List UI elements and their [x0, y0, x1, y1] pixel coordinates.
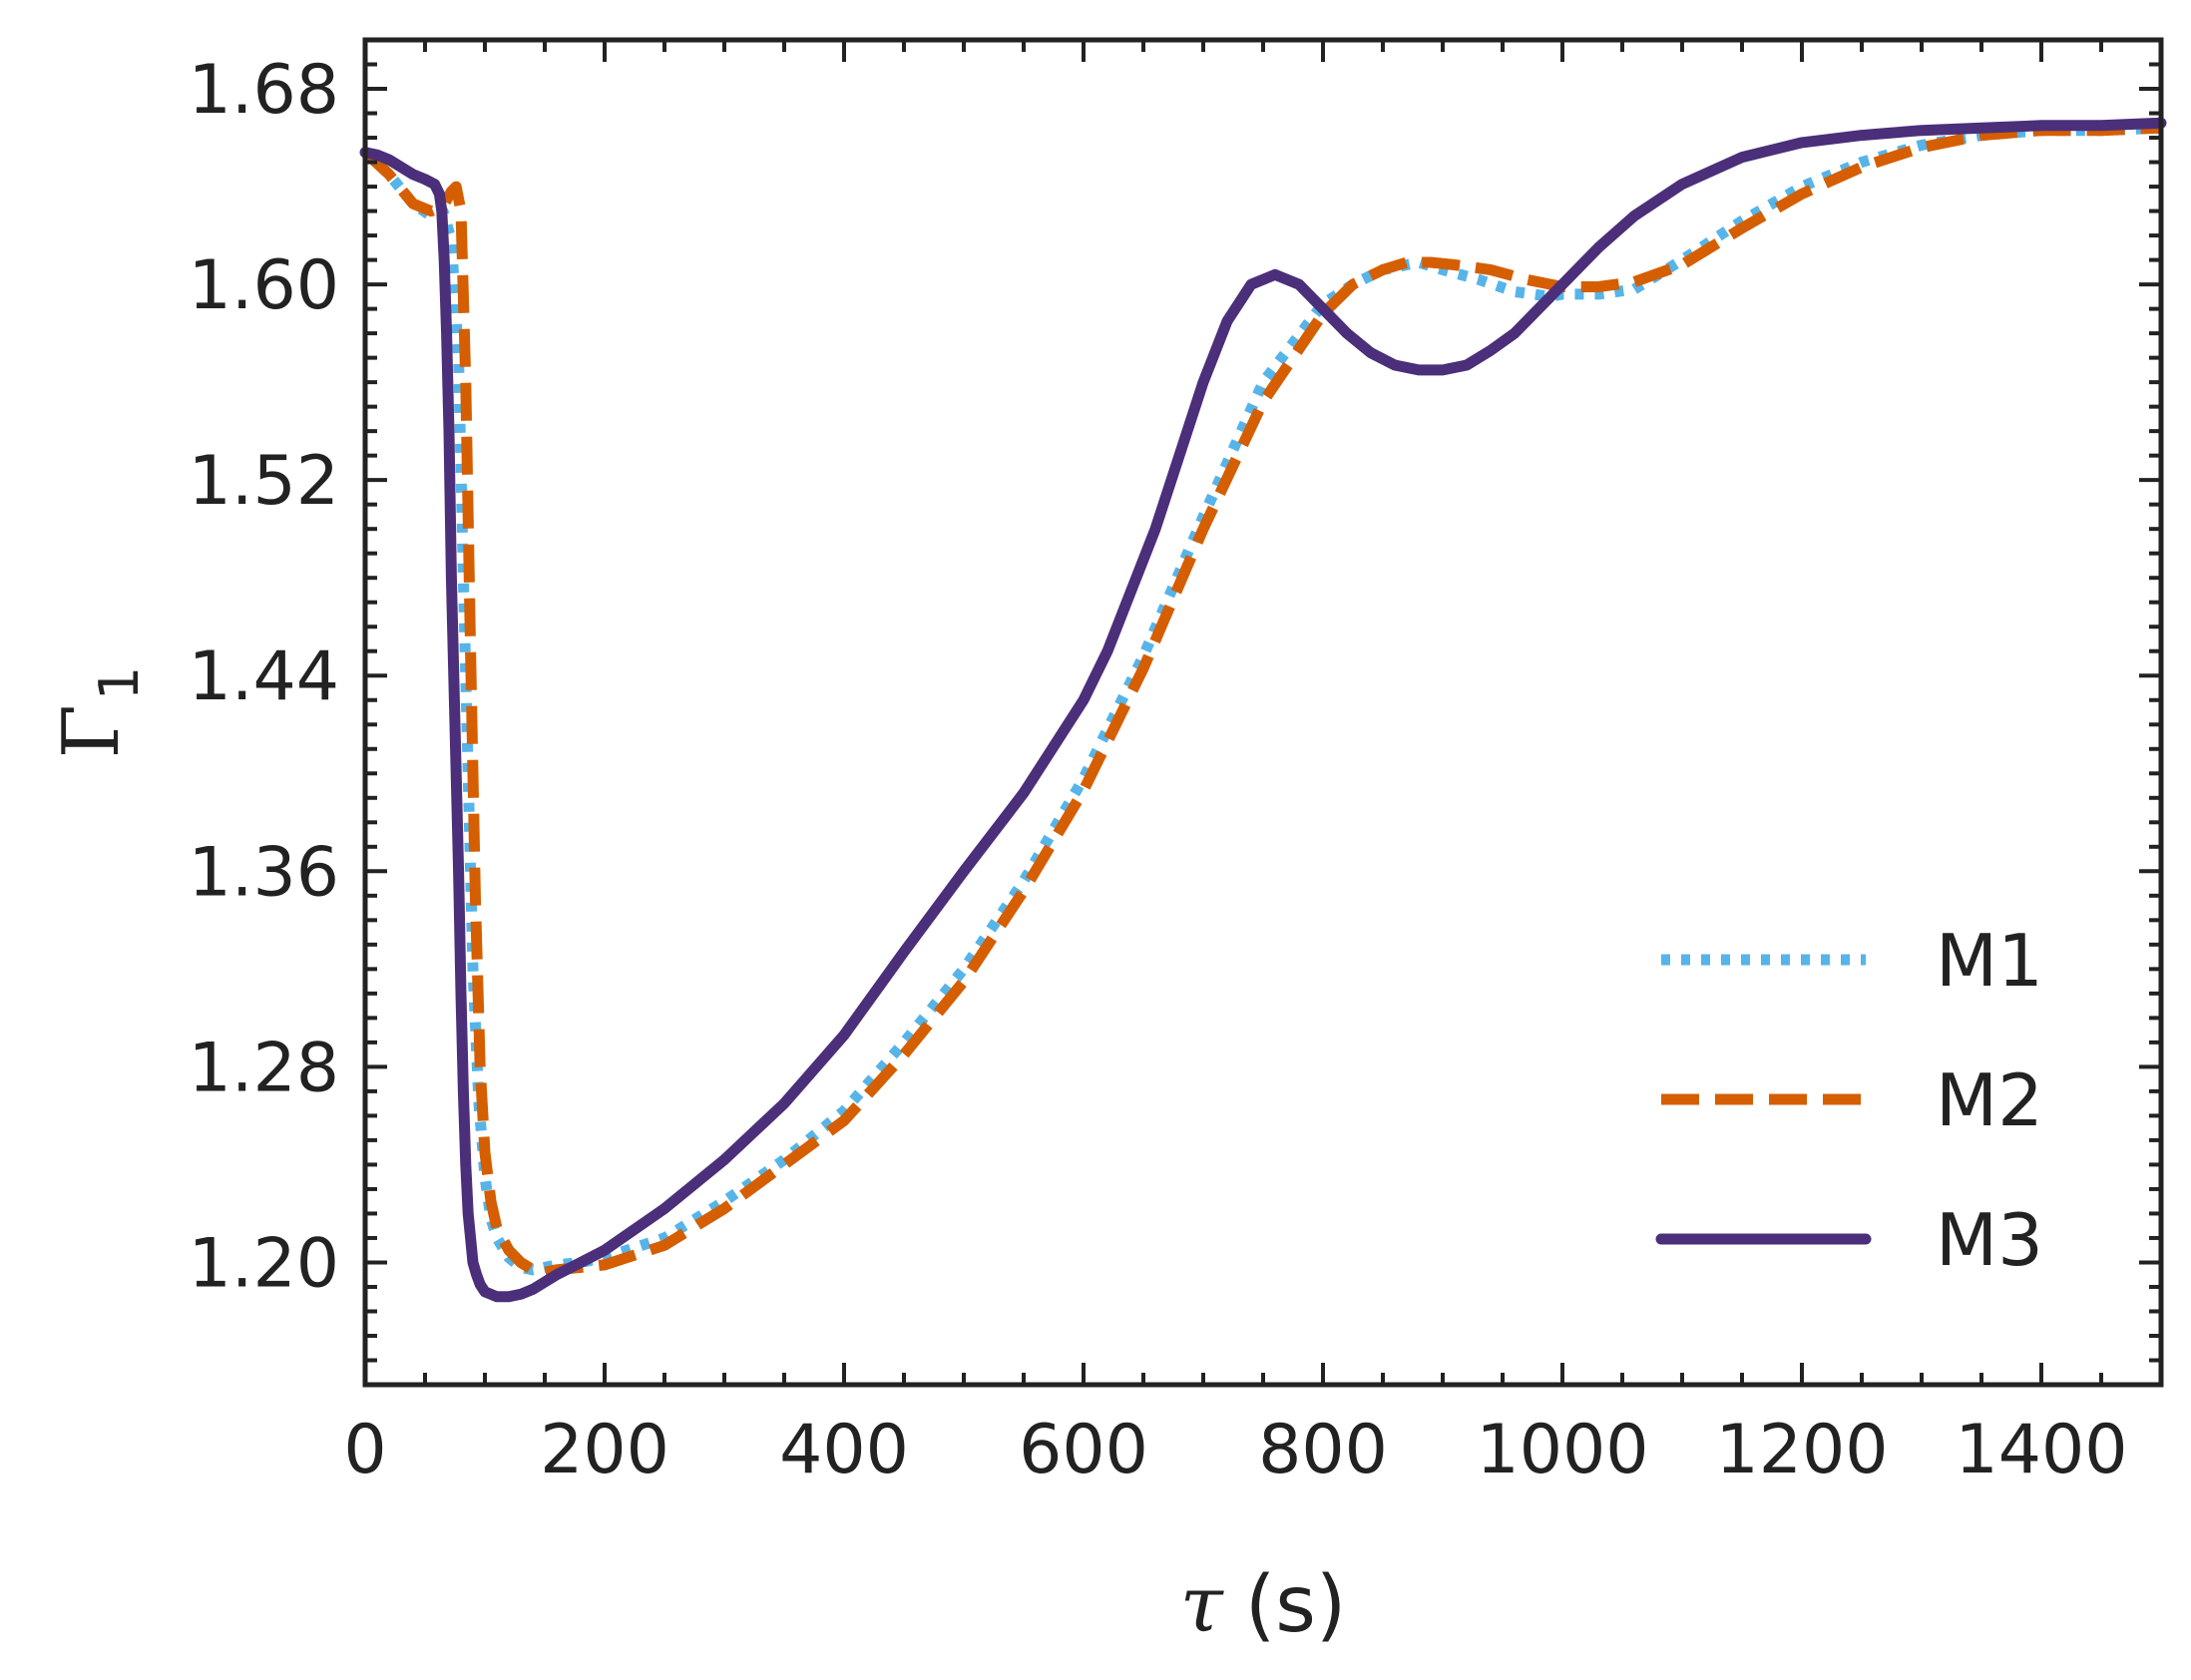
- legend-label-m2: M2: [1936, 1058, 2043, 1142]
- x-axis-symbol: τ: [1180, 1560, 1225, 1650]
- legend-label-m3: M3: [1936, 1198, 2043, 1282]
- svg-text:Γ 1: Γ 1: [47, 666, 151, 758]
- y-tick-label: 1.52: [189, 442, 339, 521]
- y-tick-label: 1.20: [189, 1224, 339, 1303]
- x-tick-label: 400: [779, 1411, 909, 1489]
- x-tick-label: 1400: [1955, 1411, 2127, 1489]
- y-tick-label: 1.44: [189, 637, 339, 716]
- y-axis-subscript: 1: [88, 666, 151, 700]
- y-tick-label: 1.36: [189, 833, 339, 912]
- x-tick-label: 0: [343, 1411, 386, 1489]
- x-tick-label: 200: [540, 1411, 669, 1489]
- x-axis-label: τ (s): [1180, 1560, 1347, 1650]
- y-axis-symbol: Γ: [47, 704, 137, 758]
- x-tick-label: 600: [1019, 1411, 1148, 1489]
- y-tick-label: 1.60: [189, 246, 339, 325]
- x-tick-label: 800: [1258, 1411, 1388, 1489]
- legend: M1 M2 M3: [1655, 919, 2043, 1282]
- series-line-m2: [361, 122, 2162, 1278]
- series-line-m3: [359, 117, 2167, 1303]
- tick-labels: 0 200 400 600 800 1000 1200 1400 1.20 1.28 1.36 1.4…: [189, 51, 2128, 1489]
- plot-lines: [359, 117, 2167, 1303]
- x-tick-label: 1000: [1476, 1411, 1648, 1489]
- y-tick-label: 1.68: [189, 51, 339, 130]
- x-tick-label: 1200: [1715, 1411, 1888, 1489]
- x-axis-unit: (s): [1245, 1560, 1347, 1650]
- plot-frame: [362, 37, 2164, 1388]
- y-axis-label: Γ 1: [47, 666, 151, 758]
- legend-label-m1: M1: [1936, 919, 2043, 1003]
- y-tick-label: 1.28: [189, 1029, 339, 1107]
